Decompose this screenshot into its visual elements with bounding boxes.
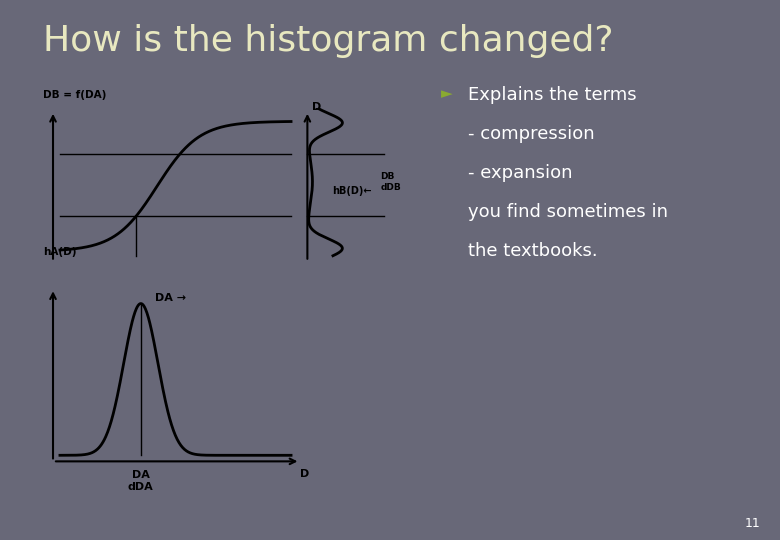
Text: you find sometimes in: you find sometimes in <box>468 203 668 221</box>
Text: hA(D): hA(D) <box>43 247 76 257</box>
Text: 11: 11 <box>745 517 760 530</box>
Text: - compression: - compression <box>468 125 594 143</box>
Text: DA →: DA → <box>155 293 186 303</box>
Text: DA
dDA: DA dDA <box>128 470 154 492</box>
Text: D: D <box>313 103 321 112</box>
Text: DB
dDB: DB dDB <box>381 172 401 192</box>
Text: ►: ► <box>441 86 452 102</box>
Text: - expansion: - expansion <box>468 164 573 182</box>
Text: Explains the terms: Explains the terms <box>468 86 636 104</box>
Text: the textbooks.: the textbooks. <box>468 242 597 260</box>
Text: D: D <box>300 469 310 479</box>
Text: How is the histogram changed?: How is the histogram changed? <box>43 24 613 58</box>
Text: hB(D)←: hB(D)← <box>332 186 371 196</box>
Text: DB = f(DA): DB = f(DA) <box>43 90 107 100</box>
